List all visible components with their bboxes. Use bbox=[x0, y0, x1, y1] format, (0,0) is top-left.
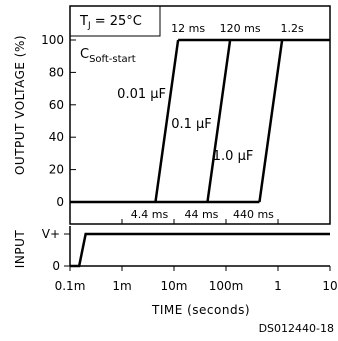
input-y-tick-label: 0 bbox=[52, 259, 60, 273]
input-step-line bbox=[70, 234, 330, 266]
output-panel-frame bbox=[70, 6, 330, 224]
output-y-tick-label: 60 bbox=[49, 98, 64, 112]
temperature-condition: TJ = 25°C bbox=[79, 14, 142, 31]
document-id: DS012440-18 bbox=[259, 322, 334, 335]
x-tick-label: 1 bbox=[274, 279, 282, 293]
output-y-tick-label: 0 bbox=[56, 195, 64, 209]
x-tick-label: 1m bbox=[112, 279, 131, 293]
legend-title: CSoft-start bbox=[80, 47, 136, 65]
x-tick-label: 10 bbox=[322, 279, 337, 293]
ramp-start-label: 44 ms bbox=[184, 208, 218, 221]
output-y-tick-label: 40 bbox=[49, 130, 64, 144]
output-y-axis-title: OUTPUT VOLTAGE (%) bbox=[13, 35, 27, 175]
input-y-axis-title: INPUT bbox=[13, 230, 27, 269]
x-tick-label: 100m bbox=[209, 279, 244, 293]
ramp-start-label: 4.4 ms bbox=[131, 208, 169, 221]
ramp-end-label: 1.2s bbox=[281, 22, 304, 35]
series-ramp-line bbox=[259, 40, 282, 202]
output-y-tick-label: 80 bbox=[49, 65, 64, 79]
input-y-tick-label: V+ bbox=[42, 227, 60, 241]
series-name-label: 0.01 μF bbox=[117, 87, 166, 102]
ramp-end-label: 120 ms bbox=[220, 22, 261, 35]
x-axis-title: TIME (seconds) bbox=[151, 303, 250, 317]
ramp-end-label: 12 ms bbox=[171, 22, 205, 35]
output-y-tick-label: 20 bbox=[49, 163, 64, 177]
series-name-label: 0.1 μF bbox=[171, 117, 212, 132]
ramp-start-label: 440 ms bbox=[233, 208, 274, 221]
x-tick-label: 0.1m bbox=[55, 279, 86, 293]
x-tick-label: 10m bbox=[161, 279, 188, 293]
output-y-tick-label: 100 bbox=[41, 33, 64, 47]
series-name-label: 1.0 μF bbox=[213, 149, 254, 164]
